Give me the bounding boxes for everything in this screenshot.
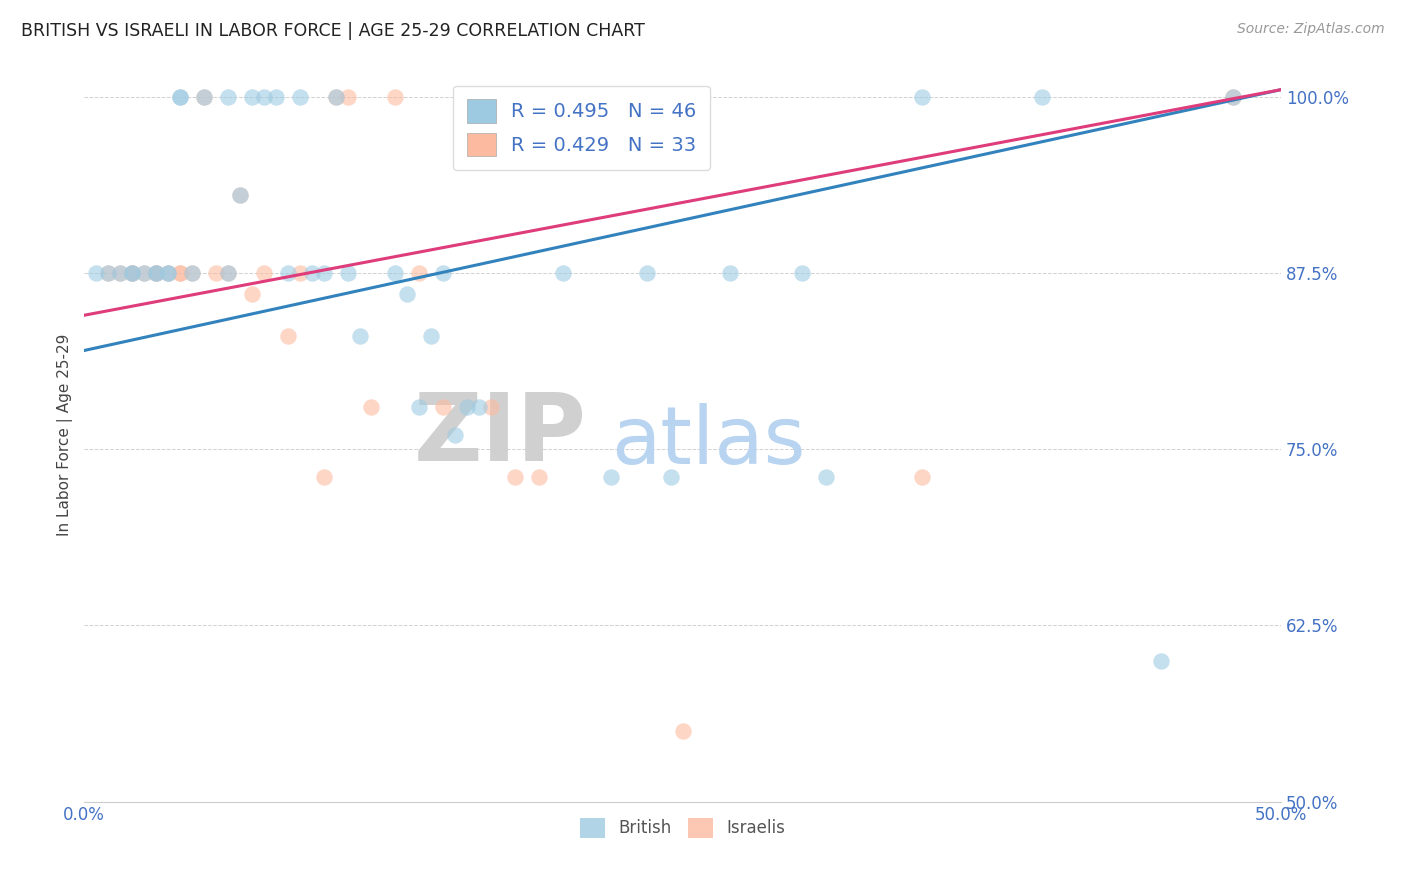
Point [672, 724, 695, 739]
Point [169, 89, 191, 103]
Point [503, 470, 526, 484]
Point [169, 266, 191, 280]
Point [169, 89, 191, 103]
Point [157, 266, 180, 280]
Point [84, 266, 107, 280]
Point [121, 266, 143, 280]
Point [121, 266, 143, 280]
Text: Source: ZipAtlas.com: Source: ZipAtlas.com [1237, 22, 1385, 37]
Point [349, 329, 371, 343]
Point [312, 266, 335, 280]
Point [134, 266, 156, 280]
Point [432, 266, 454, 280]
Point [325, 89, 347, 103]
Text: atlas: atlas [610, 403, 806, 482]
Point [911, 470, 934, 484]
Point [659, 470, 682, 484]
Point [193, 89, 215, 103]
Legend: British, Israelis: British, Israelis [574, 811, 792, 845]
Point [157, 266, 180, 280]
Point [145, 266, 167, 280]
Point [432, 400, 454, 414]
Y-axis label: In Labor Force | Age 25-29: In Labor Force | Age 25-29 [58, 334, 73, 536]
Point [288, 266, 311, 280]
Point [456, 400, 478, 414]
Point [444, 428, 467, 442]
Point [217, 266, 239, 280]
Point [468, 400, 491, 414]
Point [288, 89, 311, 103]
Text: BRITISH VS ISRAELI IN LABOR FORCE | AGE 25-29 CORRELATION CHART: BRITISH VS ISRAELI IN LABOR FORCE | AGE … [21, 22, 645, 40]
Point [97, 266, 120, 280]
Point [1150, 654, 1173, 668]
Point [205, 266, 228, 280]
Point [1222, 89, 1244, 103]
Point [145, 266, 167, 280]
Point [157, 266, 180, 280]
Point [134, 266, 156, 280]
Point [169, 266, 191, 280]
Point [264, 89, 287, 103]
Point [325, 89, 347, 103]
Point [229, 188, 252, 202]
Point [527, 470, 550, 484]
Point [193, 89, 215, 103]
Point [253, 89, 276, 103]
Point [181, 266, 204, 280]
Point [240, 287, 263, 301]
Point [121, 266, 143, 280]
Point [720, 266, 742, 280]
Point [911, 89, 934, 103]
Point [336, 266, 359, 280]
Point [384, 89, 406, 103]
Point [312, 470, 335, 484]
Point [217, 89, 239, 103]
Point [360, 400, 382, 414]
Point [301, 266, 323, 280]
Point [240, 89, 263, 103]
Point [420, 329, 443, 343]
Point [1222, 89, 1244, 103]
Point [277, 266, 299, 280]
Point [551, 266, 574, 280]
Point [108, 266, 131, 280]
Point [145, 266, 167, 280]
Point [408, 400, 430, 414]
Point [217, 266, 239, 280]
Point [253, 266, 276, 280]
Point [336, 89, 359, 103]
Point [384, 266, 406, 280]
Point [1031, 89, 1053, 103]
Point [456, 89, 478, 103]
Point [121, 266, 143, 280]
Point [408, 266, 430, 280]
Point [181, 266, 204, 280]
Point [792, 266, 814, 280]
Text: ZIP: ZIP [413, 389, 586, 481]
Point [599, 470, 621, 484]
Point [97, 266, 120, 280]
Point [396, 287, 419, 301]
Point [636, 266, 658, 280]
Point [277, 329, 299, 343]
Point [815, 470, 838, 484]
Point [479, 400, 502, 414]
Point [145, 266, 167, 280]
Point [108, 266, 131, 280]
Point [229, 188, 252, 202]
